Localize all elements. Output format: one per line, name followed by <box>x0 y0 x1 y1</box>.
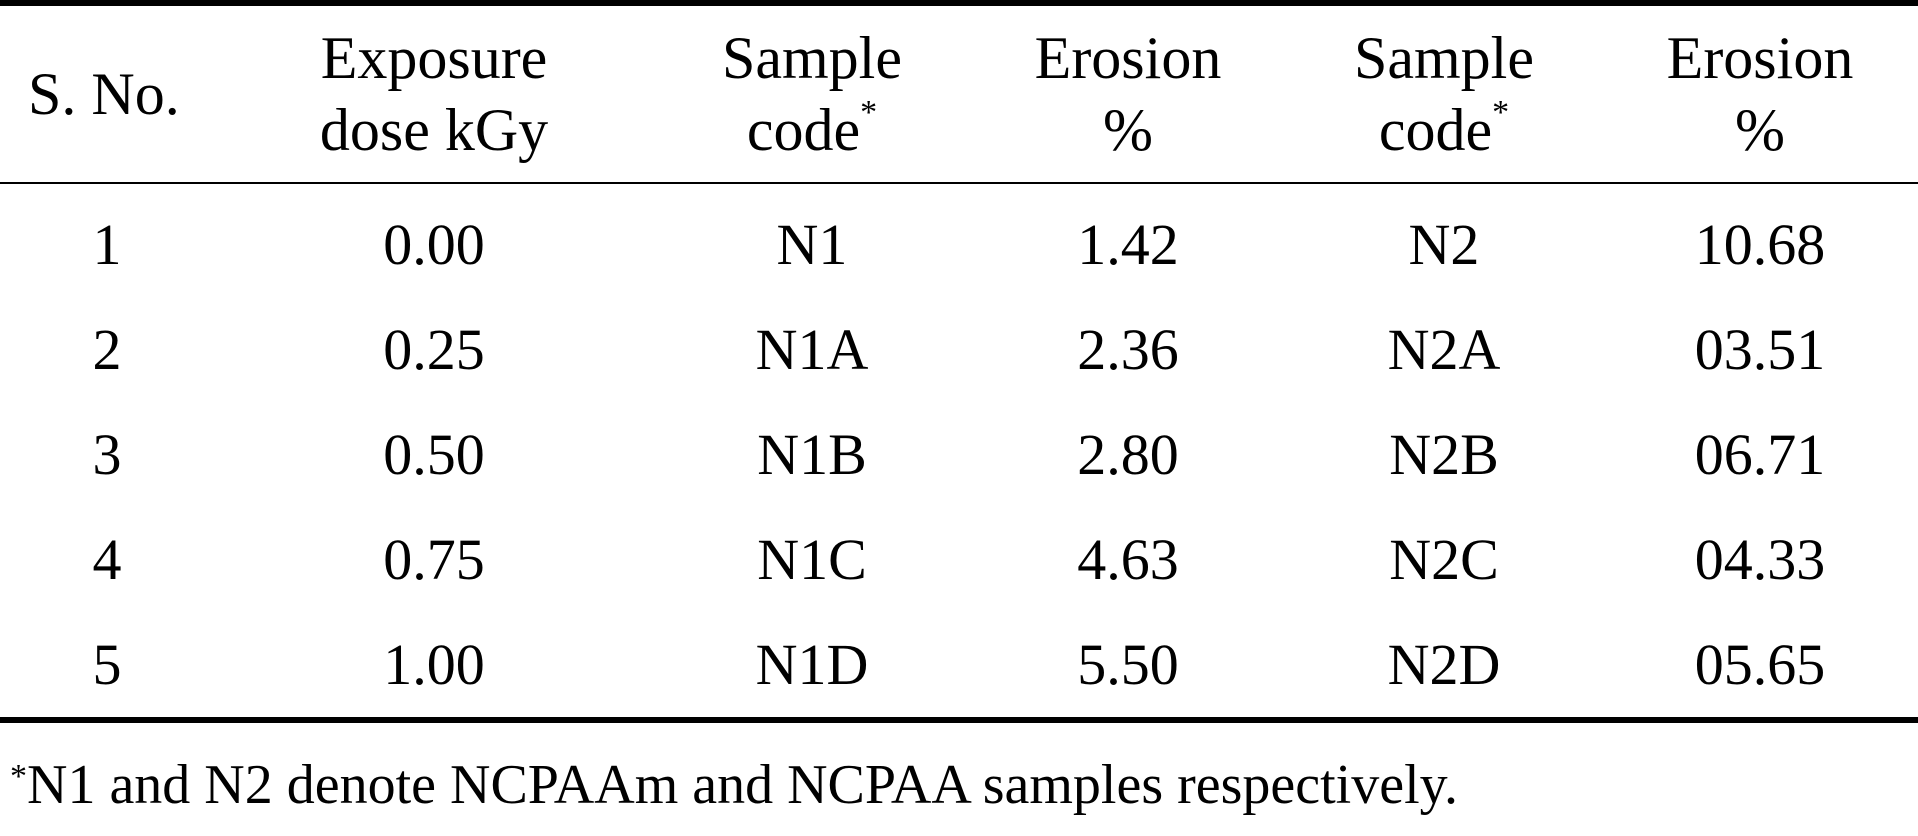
footnote-text: N1 and N2 denote NCPAAm and NCPAA sample… <box>27 754 1459 816</box>
header-sample-code-1-asterisk: * <box>860 94 878 131</box>
erosion-table-container: S. No. Exposure dose kGy Sample code* Er… <box>0 3 1918 723</box>
header-exposure-dose-line1: Exposure <box>320 25 548 91</box>
cell-exposure-dose: 0.75 <box>383 527 485 592</box>
header-exposure-dose-line2: dose kGy <box>319 97 549 163</box>
table-body: 1 0.00 N1 1.42 N2 10.68 2 0.25 N1A 2.36 … <box>0 183 1918 723</box>
header-erosion-2-line1: Erosion <box>1666 25 1854 91</box>
table-row: 5 1.00 N1D 5.50 N2D 05.65 <box>0 612 1918 723</box>
table-row: 4 0.75 N1C 4.63 N2C 04.33 <box>0 507 1918 612</box>
table-footnote: *N1 and N2 denote NCPAAm and NCPAA sampl… <box>10 752 1458 818</box>
header-erosion-1-line1: Erosion <box>1034 25 1222 91</box>
header-sample-code-1-line2: code <box>746 97 861 163</box>
header-serial-number: S. No. <box>0 3 214 184</box>
cell-sample-code-n1: N1D <box>654 612 970 723</box>
cell-exposure-dose: 0.25 <box>383 317 485 382</box>
cell-erosion-n2: 04.33 <box>1694 527 1826 592</box>
cell-exposure-dose: 0.50 <box>383 422 485 487</box>
header-erosion-1: Erosion % <box>970 3 1286 184</box>
cell-serial-number: 3 <box>92 422 122 487</box>
cell-sample-code-n2: N2A <box>1387 317 1501 382</box>
cell-erosion-n1: 2.80 <box>1077 422 1179 487</box>
header-sample-code-2: Sample code* <box>1286 3 1602 184</box>
header-sample-code-2-line2-wrap: code* <box>1286 94 1602 166</box>
cell-sample-code-n2: N2 <box>1408 212 1480 277</box>
cell-erosion-n2: 05.65 <box>1602 612 1918 723</box>
cell-sample-code-n1: N1B <box>757 422 867 487</box>
footnote-marker: * <box>10 758 27 795</box>
cell-serial-number: 4 <box>92 527 122 592</box>
header-sample-code-1-line1: Sample <box>722 25 902 91</box>
header-row: S. No. Exposure dose kGy Sample code* Er… <box>0 3 1918 184</box>
cell-exposure-dose: 1.00 <box>214 612 654 723</box>
header-erosion-2-line2: % <box>1735 97 1785 163</box>
header-sample-code-2-asterisk: * <box>1492 94 1510 131</box>
cell-serial-number: 1 <box>92 212 122 277</box>
cell-sample-code-n1: N1C <box>757 527 867 592</box>
cell-erosion-n1: 2.36 <box>1077 317 1179 382</box>
cell-sample-code-n2: N2C <box>1389 527 1499 592</box>
erosion-table: S. No. Exposure dose kGy Sample code* Er… <box>0 3 1918 723</box>
cell-serial-number: 2 <box>92 317 122 382</box>
cell-sample-code-n1: N1A <box>755 317 869 382</box>
cell-erosion-n2: 06.71 <box>1694 422 1826 487</box>
cell-erosion-n2: 10.68 <box>1694 212 1826 277</box>
header-sample-code-2-line1: Sample <box>1354 25 1534 91</box>
cell-sample-code-n2: N2B <box>1389 422 1499 487</box>
cell-erosion-n1: 1.42 <box>1077 212 1179 277</box>
cell-sample-code-n2: N2D <box>1286 612 1602 723</box>
header-sample-code-1-line2-wrap: code* <box>654 94 970 166</box>
cell-erosion-n1: 4.63 <box>1077 527 1179 592</box>
cell-erosion-n2: 03.51 <box>1694 317 1826 382</box>
table-row: 2 0.25 N1A 2.36 N2A 03.51 <box>0 297 1918 402</box>
cell-exposure-dose: 0.00 <box>383 212 485 277</box>
cell-serial-number: 5 <box>0 612 214 723</box>
cell-sample-code-n1: N1 <box>776 212 848 277</box>
cell-erosion-n1: 5.50 <box>970 612 1286 723</box>
header-erosion-1-line2: % <box>1103 97 1153 163</box>
table-row: 3 0.50 N1B 2.80 N2B 06.71 <box>0 402 1918 507</box>
header-exposure-dose: Exposure dose kGy <box>214 3 654 184</box>
header-erosion-2: Erosion % <box>1602 3 1918 184</box>
header-serial-number-label: S. No. <box>28 61 180 127</box>
header-sample-code-1: Sample code* <box>654 3 970 184</box>
table-row: 1 0.00 N1 1.42 N2 10.68 <box>0 183 1918 297</box>
header-sample-code-2-line2: code <box>1378 97 1493 163</box>
table-header: S. No. Exposure dose kGy Sample code* Er… <box>0 3 1918 184</box>
